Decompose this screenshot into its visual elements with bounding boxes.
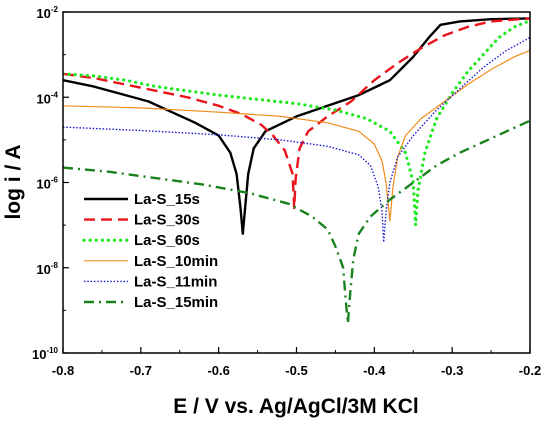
legend-label: La-S_10min bbox=[134, 253, 218, 270]
y-tick-base: 10 bbox=[32, 347, 46, 362]
series-line-la-s-15s bbox=[63, 17, 530, 235]
series-line-la-s-60s bbox=[63, 18, 530, 227]
series-line-la-s-15min bbox=[63, 119, 530, 325]
x-tick-label: -0.5 bbox=[285, 363, 307, 378]
axis-ticks: -0.8 -0.7 -0.6 -0.5 -0.4 -0.3 -0.210-1010-810-… bbox=[32, 5, 541, 378]
x-tick-label: -0.6 bbox=[207, 363, 229, 378]
x-axis-title: E / V vs. Ag/AgCl/3M KCl bbox=[173, 395, 418, 418]
y-tick-exponent: -10 bbox=[46, 346, 58, 355]
x-tick-label: -0.3 bbox=[441, 363, 463, 378]
y-tick-exponent: -4 bbox=[51, 90, 59, 99]
y-tick-label: 10-2 bbox=[36, 5, 58, 21]
x-tick-label: -0.4 bbox=[363, 363, 386, 378]
y-tick-base: 10 bbox=[36, 177, 50, 192]
y-tick-label: 10-10 bbox=[32, 346, 59, 362]
legend-label: La-S_60s bbox=[134, 232, 200, 249]
y-axis-title: log i / A bbox=[2, 144, 25, 219]
y-tick-base: 10 bbox=[36, 262, 50, 277]
y-tick-base: 10 bbox=[36, 91, 50, 106]
legend: La-S_15s La-S_30s La-S_60s La-S_10min La-S_1… bbox=[82, 191, 218, 311]
legend-label: La-S_11min bbox=[134, 273, 217, 290]
x-tick-label: -0.7 bbox=[130, 363, 152, 378]
legend-label: La-S_15s bbox=[134, 191, 200, 208]
series-line-la-s-30s bbox=[63, 17, 530, 210]
y-tick-exponent: -2 bbox=[51, 5, 59, 14]
series-line-la-s-10min bbox=[63, 49, 530, 222]
y-tick-base: 10 bbox=[36, 6, 50, 21]
x-tick-label: -0.8 bbox=[52, 363, 74, 378]
y-tick-exponent: -8 bbox=[51, 261, 59, 270]
legend-label: La-S_15min bbox=[134, 294, 218, 311]
y-tick-label: 10-4 bbox=[36, 90, 58, 106]
curves-layer bbox=[63, 17, 530, 325]
y-tick-label: 10-8 bbox=[36, 261, 58, 277]
legend-label: La-S_30s bbox=[134, 212, 200, 229]
y-tick-exponent: -6 bbox=[51, 176, 59, 185]
series-line-la-s-11min bbox=[63, 36, 530, 243]
y-tick-label: 10-6 bbox=[36, 176, 58, 192]
x-tick-label: -0.2 bbox=[519, 363, 541, 378]
